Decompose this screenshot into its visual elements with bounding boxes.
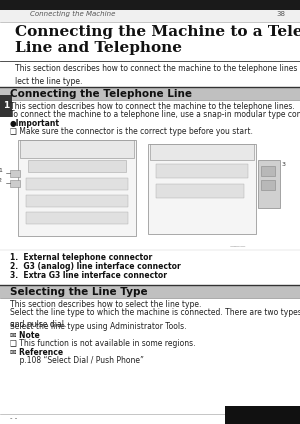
Bar	[0, 285, 300, 298]
Text: 1: 1	[0, 168, 2, 173]
Bar	[26, 178, 128, 190]
Text: p.108 “Select Dial / Push Phone”: p.108 “Select Dial / Push Phone”	[10, 356, 144, 365]
Text: Connecting the Telephone Line: Connecting the Telephone Line	[10, 89, 192, 99]
Text: ●Important: ●Important	[10, 119, 60, 128]
Bar	[150, 144, 254, 160]
Bar	[26, 195, 128, 207]
Text: ✉ Note: ✉ Note	[10, 331, 40, 340]
Text: Connecting the Machine to a Telephone: Connecting the Machine to a Telephone	[15, 25, 300, 39]
Text: This section describes how to select the line type.: This section describes how to select the…	[10, 300, 201, 309]
Text: ❑ This function is not available in some regions.: ❑ This function is not available in some…	[10, 339, 196, 348]
Text: 3.  Extra G3 line interface connector: 3. Extra G3 line interface connector	[10, 271, 167, 280]
Text: 3: 3	[282, 162, 286, 167]
Bar	[0, 0, 300, 10]
Bar	[156, 184, 244, 198]
Bar	[20, 140, 134, 158]
Text: This section describes how to connect the machine to the telephone lines.: This section describes how to connect th…	[10, 102, 295, 111]
Bar	[10, 170, 20, 177]
Text: Selecting the Line Type: Selecting the Line Type	[10, 287, 148, 297]
Bar	[148, 144, 256, 234]
Bar	[261, 180, 275, 190]
Bar	[156, 164, 248, 178]
Bar	[10, 180, 20, 187]
Text: Connecting the Machine: Connecting the Machine	[30, 11, 116, 17]
Text: Line and Telephone: Line and Telephone	[15, 41, 182, 55]
Text: 2.  G3 (analog) line interface connector: 2. G3 (analog) line interface connector	[10, 262, 181, 271]
Bar	[0, 87, 300, 100]
Text: This section describes how to connect the machine to the telephone lines and se-: This section describes how to connect th…	[15, 64, 300, 86]
Text: 2: 2	[0, 178, 2, 183]
Text: ✉ Reference: ✉ Reference	[10, 348, 63, 357]
Bar	[26, 212, 128, 224]
Text: ———: ———	[230, 244, 247, 249]
Bar	[261, 166, 275, 176]
Text: 1.  External telephone connector: 1. External telephone connector	[10, 253, 152, 262]
Bar	[0, 10, 300, 22]
Text: 38: 38	[276, 11, 285, 17]
Bar	[225, 406, 300, 424]
Bar	[0, 95, 12, 117]
Text: ❑ Make sure the connector is the correct type before you start.: ❑ Make sure the connector is the correct…	[10, 127, 253, 136]
Bar	[28, 160, 126, 172]
Text: Select the line type using Administrator Tools.: Select the line type using Administrator…	[10, 322, 187, 331]
Text: To connect the machine to a telephone line, use a snap-in modular type connector: To connect the machine to a telephone li…	[10, 110, 300, 119]
Text: - -: - -	[10, 415, 17, 421]
Bar	[18, 140, 136, 236]
Text: Select the line type to which the machine is connected. There are two types: ton: Select the line type to which the machin…	[10, 308, 300, 329]
Text: 1: 1	[3, 101, 9, 111]
Bar	[258, 160, 280, 208]
